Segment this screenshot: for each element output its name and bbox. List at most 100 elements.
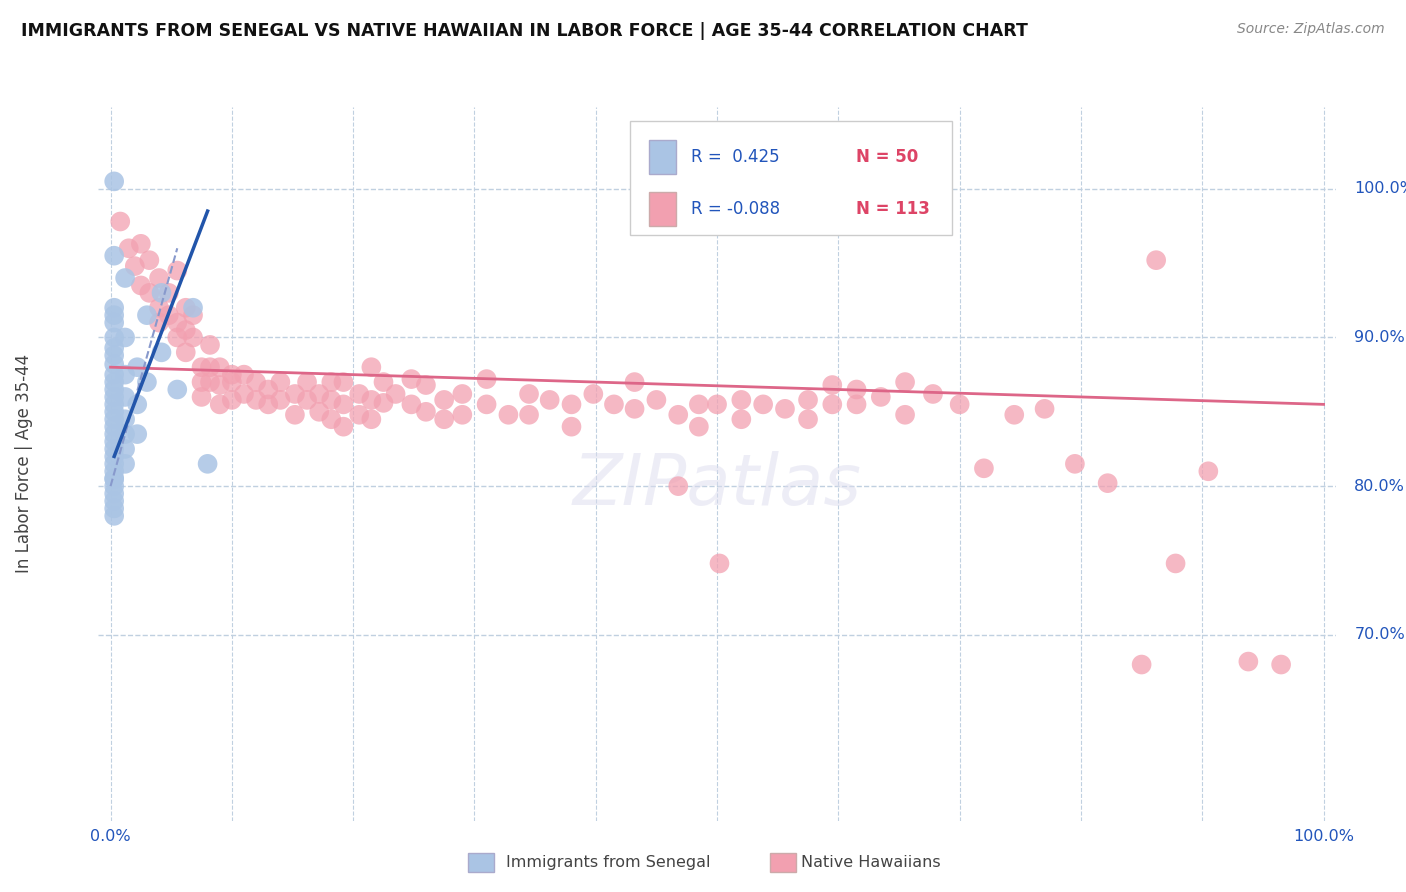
Point [103,316,125,330]
Point [257,383,280,397]
Text: R =  0.425: R = 0.425 [692,148,780,166]
Point [894,375,917,389]
Point [384,387,406,401]
Point [332,375,354,389]
Point [174,345,197,359]
Point [103,486,125,500]
Point [415,405,437,419]
Point [103,450,125,464]
Point [688,397,710,411]
Point [433,392,456,407]
Point [401,397,423,411]
Point [148,316,170,330]
Point [245,375,267,389]
Point [124,259,146,273]
Bar [650,192,676,227]
Point [560,397,582,411]
Point [1130,657,1153,672]
Point [166,263,188,277]
Point [138,285,160,300]
Point [517,408,540,422]
Point [1270,657,1292,672]
Point [1237,655,1260,669]
Point [150,345,173,359]
Point [129,278,152,293]
Point [284,408,307,422]
Point [347,408,370,422]
Bar [770,853,796,872]
Point [730,392,752,407]
Point [845,383,868,397]
Point [973,461,995,475]
Text: 80.0%: 80.0% [1354,479,1405,493]
Point [103,427,125,442]
Point [451,408,474,422]
Point [773,401,796,416]
Point [603,397,626,411]
Point [433,412,456,426]
Point [332,397,354,411]
Point [623,375,645,389]
Point [103,457,125,471]
Point [190,375,212,389]
Point [148,301,170,315]
Point [321,412,343,426]
Text: Native Hawaiians: Native Hawaiians [801,855,941,870]
Point [103,405,125,419]
Point [103,464,125,478]
Point [103,249,125,263]
Point [347,387,370,401]
Point [166,316,188,330]
Text: IMMIGRANTS FROM SENEGAL VS NATIVE HAWAIIAN IN LABOR FORCE | AGE 35-44 CORRELATIO: IMMIGRANTS FROM SENEGAL VS NATIVE HAWAII… [21,22,1028,40]
Point [221,392,243,407]
Point [103,501,125,516]
Point [538,392,561,407]
Point [181,330,204,344]
Point [103,472,125,486]
Point [415,378,437,392]
Point [103,383,125,397]
Point [198,375,221,389]
Point [1097,476,1119,491]
Point [373,396,395,410]
Point [103,348,125,362]
Point [103,508,125,523]
Point [114,368,136,382]
Point [129,236,152,251]
Point [103,412,125,426]
Point [148,271,170,285]
Point [645,392,668,407]
Point [295,392,318,407]
Point [321,392,343,407]
Point [797,412,820,426]
Point [181,301,204,315]
Point [103,341,125,355]
Point [221,368,243,382]
Point [114,330,136,344]
Point [103,368,125,382]
Point [475,397,498,411]
Point [797,392,820,407]
Point [709,557,731,571]
Text: N = 50: N = 50 [856,148,918,166]
Point [136,375,159,389]
Text: In Labor Force | Age 35-44: In Labor Force | Age 35-44 [15,354,34,574]
Point [114,390,136,404]
Point [666,408,689,422]
Point [1164,557,1187,571]
Text: ZIPatlas: ZIPatlas [572,450,862,520]
Point [150,285,173,300]
Point [103,174,125,188]
Point [321,375,343,389]
Point [103,308,125,322]
Point [360,360,382,375]
Point [401,372,423,386]
Point [517,387,540,401]
Point [221,375,243,389]
Point [233,368,256,382]
Point [208,360,231,375]
Point [245,392,267,407]
Point [498,408,520,422]
Point [582,387,605,401]
Point [821,397,844,411]
